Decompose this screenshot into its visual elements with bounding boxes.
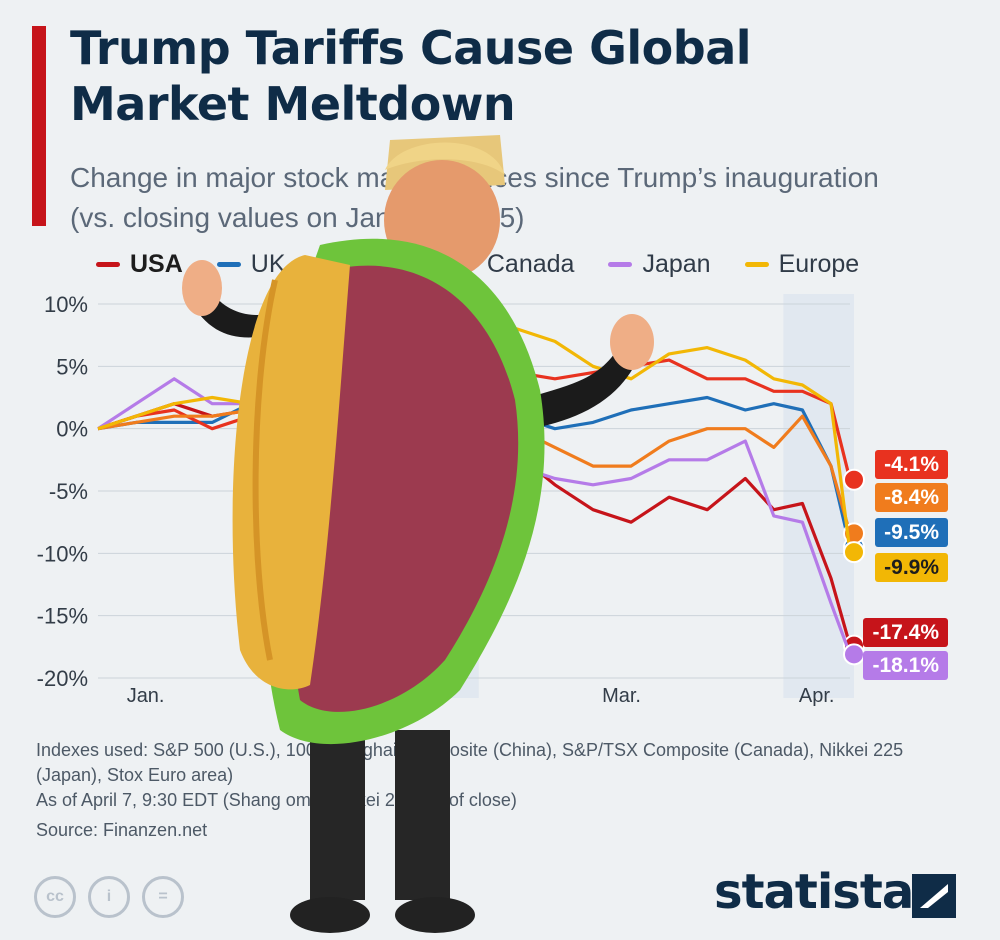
flag-marker-japan [843, 643, 865, 666]
flag-marker-china [843, 468, 865, 491]
y-tick-label: 0% [56, 417, 88, 442]
source-note: Source: Finanzen.net [36, 820, 208, 840]
legend-label: Canada [486, 250, 575, 278]
end-value-badge-europe: -9.9% [875, 553, 948, 582]
end-value-badge-uk: -9.5% [875, 518, 948, 547]
y-tick-label: 5% [56, 354, 88, 379]
end-value-badge-japan: -18.1% [863, 651, 948, 680]
title-accent-bar [32, 26, 46, 226]
taco-shell [232, 238, 545, 745]
legend-swatch [744, 262, 769, 267]
license-icons: cc i = [34, 876, 184, 918]
legend-item-japan: Japan [608, 250, 711, 279]
y-tick-label: 10% [44, 292, 88, 317]
creative-commons-icon: cc [34, 876, 76, 918]
y-tick-label: -10% [37, 541, 88, 566]
statista-logo: statista [714, 864, 914, 920]
no-derivatives-icon: = [142, 876, 184, 918]
end-value-badge-china: -4.1% [875, 450, 948, 479]
statista-logo-mark [912, 874, 956, 918]
footnote-line: Indexes used: S&P 500 (U.S.), 100 Shangh… [36, 740, 904, 785]
end-value-badge-usa: -17.4% [863, 618, 948, 647]
legend-label: USA [130, 250, 183, 278]
y-tick-label: -20% [37, 666, 88, 691]
y-tick-label: -5% [49, 479, 88, 504]
legend-swatch [608, 262, 633, 267]
legend-item-usa: USA [96, 250, 183, 279]
taco-costume-figure [182, 135, 654, 933]
legend-swatch [96, 262, 120, 267]
x-tick-label: Mar. [602, 685, 641, 707]
attribution-icon: i [88, 876, 130, 918]
legend-label: Japan [642, 250, 711, 278]
flag-marker-europe [843, 541, 865, 564]
legend-item-europe: Europe [744, 250, 860, 279]
y-tick-label: -15% [37, 604, 88, 629]
person-legs [290, 730, 475, 933]
end-value-badge-canada: -8.4% [875, 483, 948, 512]
x-tick-label: Apr. [799, 685, 835, 707]
legend-label: Europe [778, 250, 860, 278]
legend-swatch [216, 262, 241, 267]
x-tick-label: Jan. [127, 685, 165, 707]
chart-title: Trump Tariffs Cause Global Market Meltdo… [70, 21, 752, 131]
